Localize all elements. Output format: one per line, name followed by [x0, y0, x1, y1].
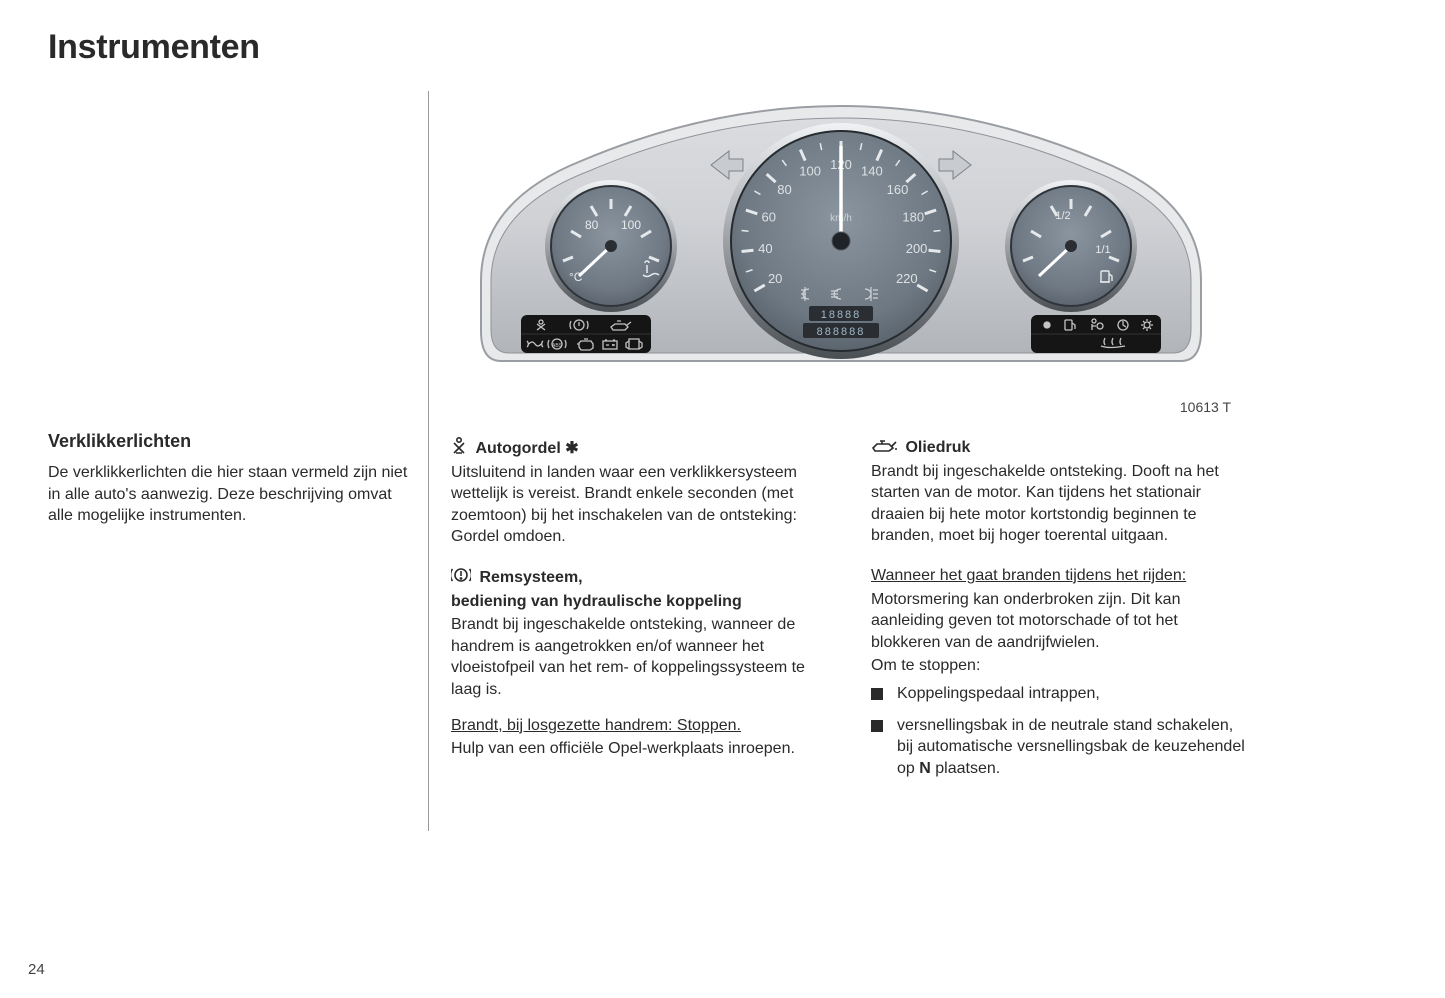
svg-text:80: 80 [777, 182, 791, 197]
seatbelt-body: Uitsluitend in landen waar een verklikke… [451, 462, 831, 548]
temp-label-80: 80 [585, 218, 599, 232]
dashboard-figure: 80 100 °C 204060801 [451, 91, 1231, 391]
right-column: Oliedruk Brandt bij ingeschakelde ontste… [871, 437, 1251, 797]
right-warning-panel [1031, 315, 1161, 353]
indicator-dot-icon [1044, 322, 1050, 328]
bullet-2: versnellingsbak in de neutrale stand sch… [871, 715, 1251, 780]
left-column: Verklikkerlichten De verklikkerlichten d… [48, 91, 428, 831]
seatbelt-section: Autogordel ✱ Uitsluitend in landen waar … [451, 437, 831, 548]
figure-reference: 10613 T [451, 399, 1231, 415]
brake-underlined: Brandt, bij losgezette handrem: Stoppen. [451, 717, 741, 734]
oil-warning-body-1: Motorsmering kan onderbroken zijn. Dit k… [871, 589, 1251, 654]
svg-text:20: 20 [768, 271, 782, 286]
main-layout: Verklikkerlichten De verklikkerlichten d… [48, 91, 1397, 831]
svg-text:ABS: ABS [552, 343, 563, 349]
bullet-square-icon [871, 688, 883, 700]
fuel-gauge: 1/2 1/1 [1005, 180, 1137, 312]
svg-text:40: 40 [758, 241, 772, 256]
speedometer: 20406080100120140160180200220 km/h [723, 123, 959, 359]
oil-warning-body-2: Om te stoppen: [871, 655, 1251, 677]
right-block: 80 100 °C 204060801 [451, 91, 1397, 831]
text-columns: Autogordel ✱ Uitsluitend in landen waar … [451, 437, 1351, 797]
column-divider [428, 91, 429, 831]
svg-text:100: 100 [799, 164, 821, 179]
oil-heading: Oliedruk [905, 439, 970, 456]
temp-unit: °C [569, 270, 583, 284]
bullet-1: Koppelingspedaal intrappen, [871, 683, 1251, 705]
page-title: Instrumenten [48, 28, 1397, 67]
svg-text:140: 140 [861, 164, 883, 179]
svg-text:18888: 18888 [821, 309, 862, 321]
seatbelt-icon [451, 437, 467, 455]
middle-column: Autogordel ✱ Uitsluitend in landen waar … [451, 437, 831, 797]
oil-can-icon [871, 438, 897, 454]
option-asterisk-icon: ✱ [565, 440, 578, 457]
bullet-square-icon [871, 720, 883, 732]
fuel-full: 1/1 [1095, 244, 1110, 256]
left-warning-panel: ABS [521, 315, 651, 353]
brake-heading-1: Remsysteem, [479, 569, 582, 586]
left-heading: Verklikkerlichten [48, 431, 408, 452]
instrument-cluster-svg: 80 100 °C 204060801 [451, 91, 1231, 391]
left-body: De verklikkerlichten die hier staan verm… [48, 462, 408, 527]
brake-body-2: Hulp van een officiële Opel-werkplaats i… [451, 738, 831, 760]
oil-stop-bullets: Koppelingspedaal intrappen, versnellings… [871, 683, 1251, 779]
brake-heading-2: bediening van hydraulische koppeling [451, 593, 742, 610]
brake-section: Remsysteem, bediening van hydraulische k… [451, 566, 831, 760]
temp-label-100: 100 [621, 218, 641, 232]
brake-warning-icon [451, 566, 471, 584]
fuel-half: 1/2 [1055, 210, 1070, 222]
svg-text:180: 180 [902, 210, 924, 225]
oil-section: Oliedruk Brandt bij ingeschakelde ontste… [871, 437, 1251, 547]
temperature-gauge: 80 100 °C [545, 180, 677, 312]
seatbelt-heading: Autogordel [475, 440, 560, 457]
oil-underlined: Wanneer het gaat branden tijdens het rij… [871, 567, 1186, 584]
oil-body: Brandt bij ingeschakelde ontsteking. Doo… [871, 461, 1251, 547]
svg-text:888888: 888888 [817, 326, 866, 338]
svg-text:160: 160 [887, 182, 909, 197]
svg-text:60: 60 [761, 210, 775, 225]
brake-body-1: Brandt bij ingeschakelde ontsteking, wan… [451, 614, 831, 700]
page-number: 24 [28, 961, 45, 978]
oil-warning-section: Wanneer het gaat branden tijdens het rij… [871, 565, 1251, 779]
svg-text:220: 220 [896, 271, 918, 286]
svg-text:200: 200 [906, 241, 928, 256]
